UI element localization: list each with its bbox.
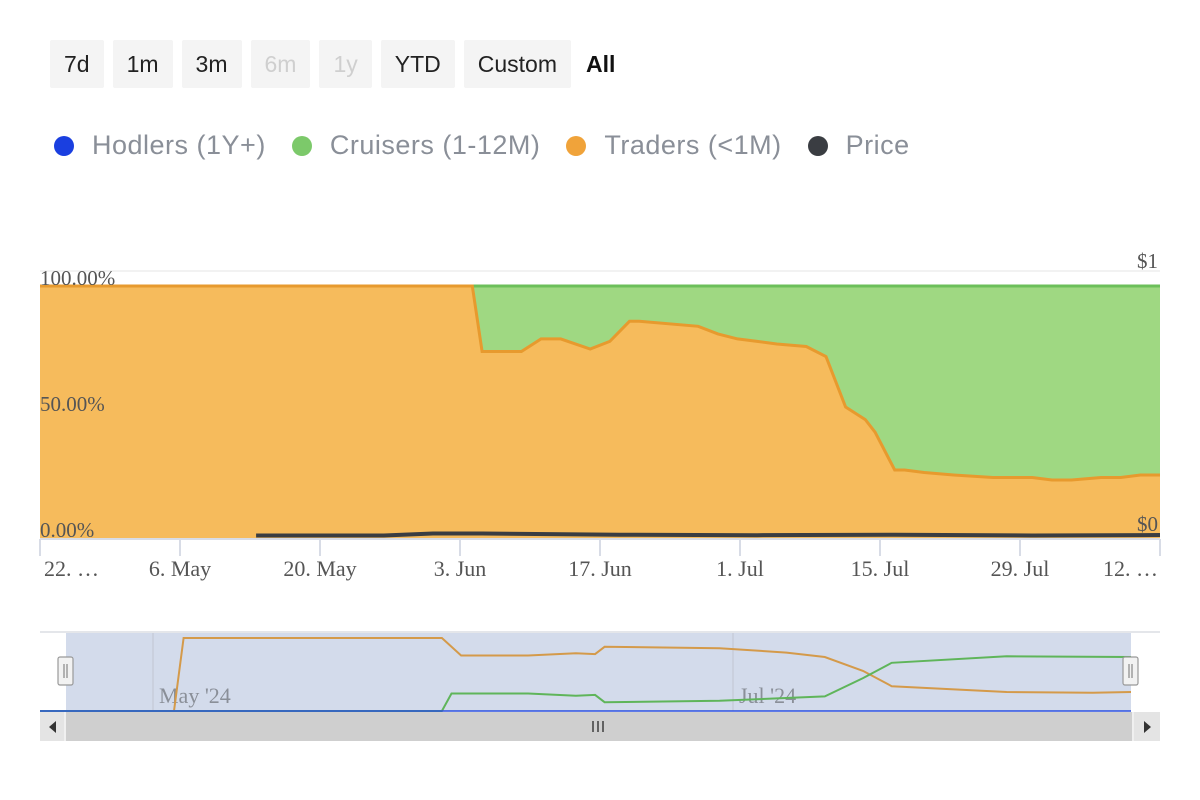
area-cruisers bbox=[40, 286, 1160, 480]
line-price bbox=[256, 531, 1161, 538]
legend-label: Hodlers (1Y+) bbox=[92, 130, 266, 160]
range-button-all[interactable]: All bbox=[586, 51, 616, 77]
range-button-1y: 1y bbox=[319, 40, 372, 88]
x-tick-label: 3. Jun bbox=[434, 556, 487, 581]
scrollbar-thumb[interactable] bbox=[66, 712, 1132, 741]
legend-dot-icon bbox=[291, 135, 312, 156]
range-button-custom[interactable]: Custom bbox=[463, 40, 571, 88]
legend-item[interactable]: Price bbox=[807, 130, 910, 161]
legend-dot-icon bbox=[807, 135, 828, 156]
navigator-line-traders bbox=[40, 637, 1132, 712]
x-tick-label: 29. Jul bbox=[991, 556, 1050, 581]
navigator[interactable]: May '24 Jul '24 bbox=[40, 631, 1160, 712]
y-tick-label-left: 50.00% bbox=[40, 392, 105, 416]
legend-dot-icon bbox=[54, 135, 74, 156]
range-button-ytd[interactable]: YTD bbox=[380, 40, 455, 88]
line-traders bbox=[40, 284, 1160, 482]
legend-dot-icon bbox=[566, 135, 587, 156]
range-button-7d[interactable]: 7d bbox=[50, 40, 104, 88]
legend-label: Traders (<1M) bbox=[604, 130, 782, 160]
x-tick-label: 17. Jun bbox=[568, 556, 632, 581]
x-tick-label: 22. … bbox=[44, 556, 99, 581]
navigator-handle-left[interactable] bbox=[57, 656, 74, 686]
range-button-1m[interactable]: 1m bbox=[112, 40, 173, 88]
scroll-right-arrow-icon[interactable] bbox=[1134, 712, 1160, 741]
range-button-6m: 6m bbox=[250, 40, 311, 88]
scrollbar-grip-icon bbox=[592, 721, 604, 732]
x-tick-label: 15. Jul bbox=[851, 556, 910, 581]
legend-item[interactable]: Traders (<1M) bbox=[566, 130, 781, 161]
plot-area bbox=[40, 270, 1161, 538]
navigator-line-cruisers bbox=[40, 655, 1132, 712]
area-traders bbox=[40, 286, 1160, 538]
y-tick-label-right: $1 bbox=[1137, 249, 1158, 273]
scrollbar[interactable] bbox=[40, 712, 1160, 741]
navigator-label: May '24 bbox=[159, 683, 231, 708]
x-tick-label: 1. Jul bbox=[716, 556, 764, 581]
range-button-3m[interactable]: 3m bbox=[181, 40, 242, 88]
x-tick-label: 12. … bbox=[1103, 556, 1158, 581]
navigator-label: Jul '24 bbox=[739, 683, 796, 708]
navigator-handle-right[interactable] bbox=[1122, 656, 1139, 686]
legend-label: Cruisers (1-12M) bbox=[329, 130, 541, 160]
x-tick-label: 20. May bbox=[283, 556, 356, 581]
legend-label: Price bbox=[845, 130, 910, 160]
x-tick-label: 6. May bbox=[149, 556, 211, 581]
legend-item[interactable]: Cruisers (1-12M) bbox=[291, 130, 541, 161]
y-tick-label-right: $0 bbox=[1137, 512, 1158, 536]
scroll-left-arrow-icon[interactable] bbox=[40, 712, 64, 741]
chart-legend: Hodlers (1Y+) Cruisers (1-12M) Traders (<1… bbox=[54, 130, 910, 161]
x-axis: 22. … 6. May 20. May 3. Jun 17. Jun 1. Jul 15.… bbox=[39, 538, 1161, 581]
legend-item[interactable]: Hodlers (1Y+) bbox=[54, 130, 266, 161]
range-selector: 7d 1m 3m 6m 1y YTD Custom All bbox=[50, 40, 621, 88]
y-tick-label-left: 100.00% bbox=[40, 266, 115, 290]
